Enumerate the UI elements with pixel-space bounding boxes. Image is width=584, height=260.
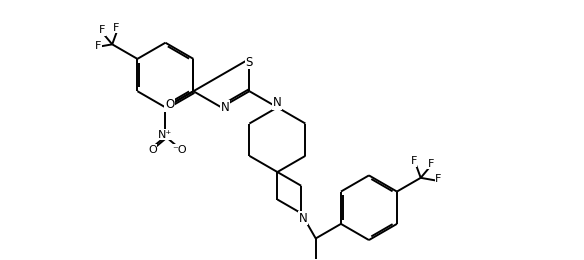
Text: N: N [298,212,307,225]
Text: ⁻O: ⁻O [173,145,187,155]
Text: F: F [95,41,101,50]
Text: O: O [165,99,174,112]
Text: S: S [246,56,253,69]
Text: F: F [99,25,105,35]
Text: F: F [113,23,119,32]
Text: F: F [435,174,442,184]
Text: F: F [428,159,434,169]
Text: N: N [221,101,230,114]
Text: N: N [273,96,281,109]
Text: F: F [411,156,417,166]
Text: O: O [148,145,157,155]
Text: N⁺: N⁺ [158,130,172,140]
